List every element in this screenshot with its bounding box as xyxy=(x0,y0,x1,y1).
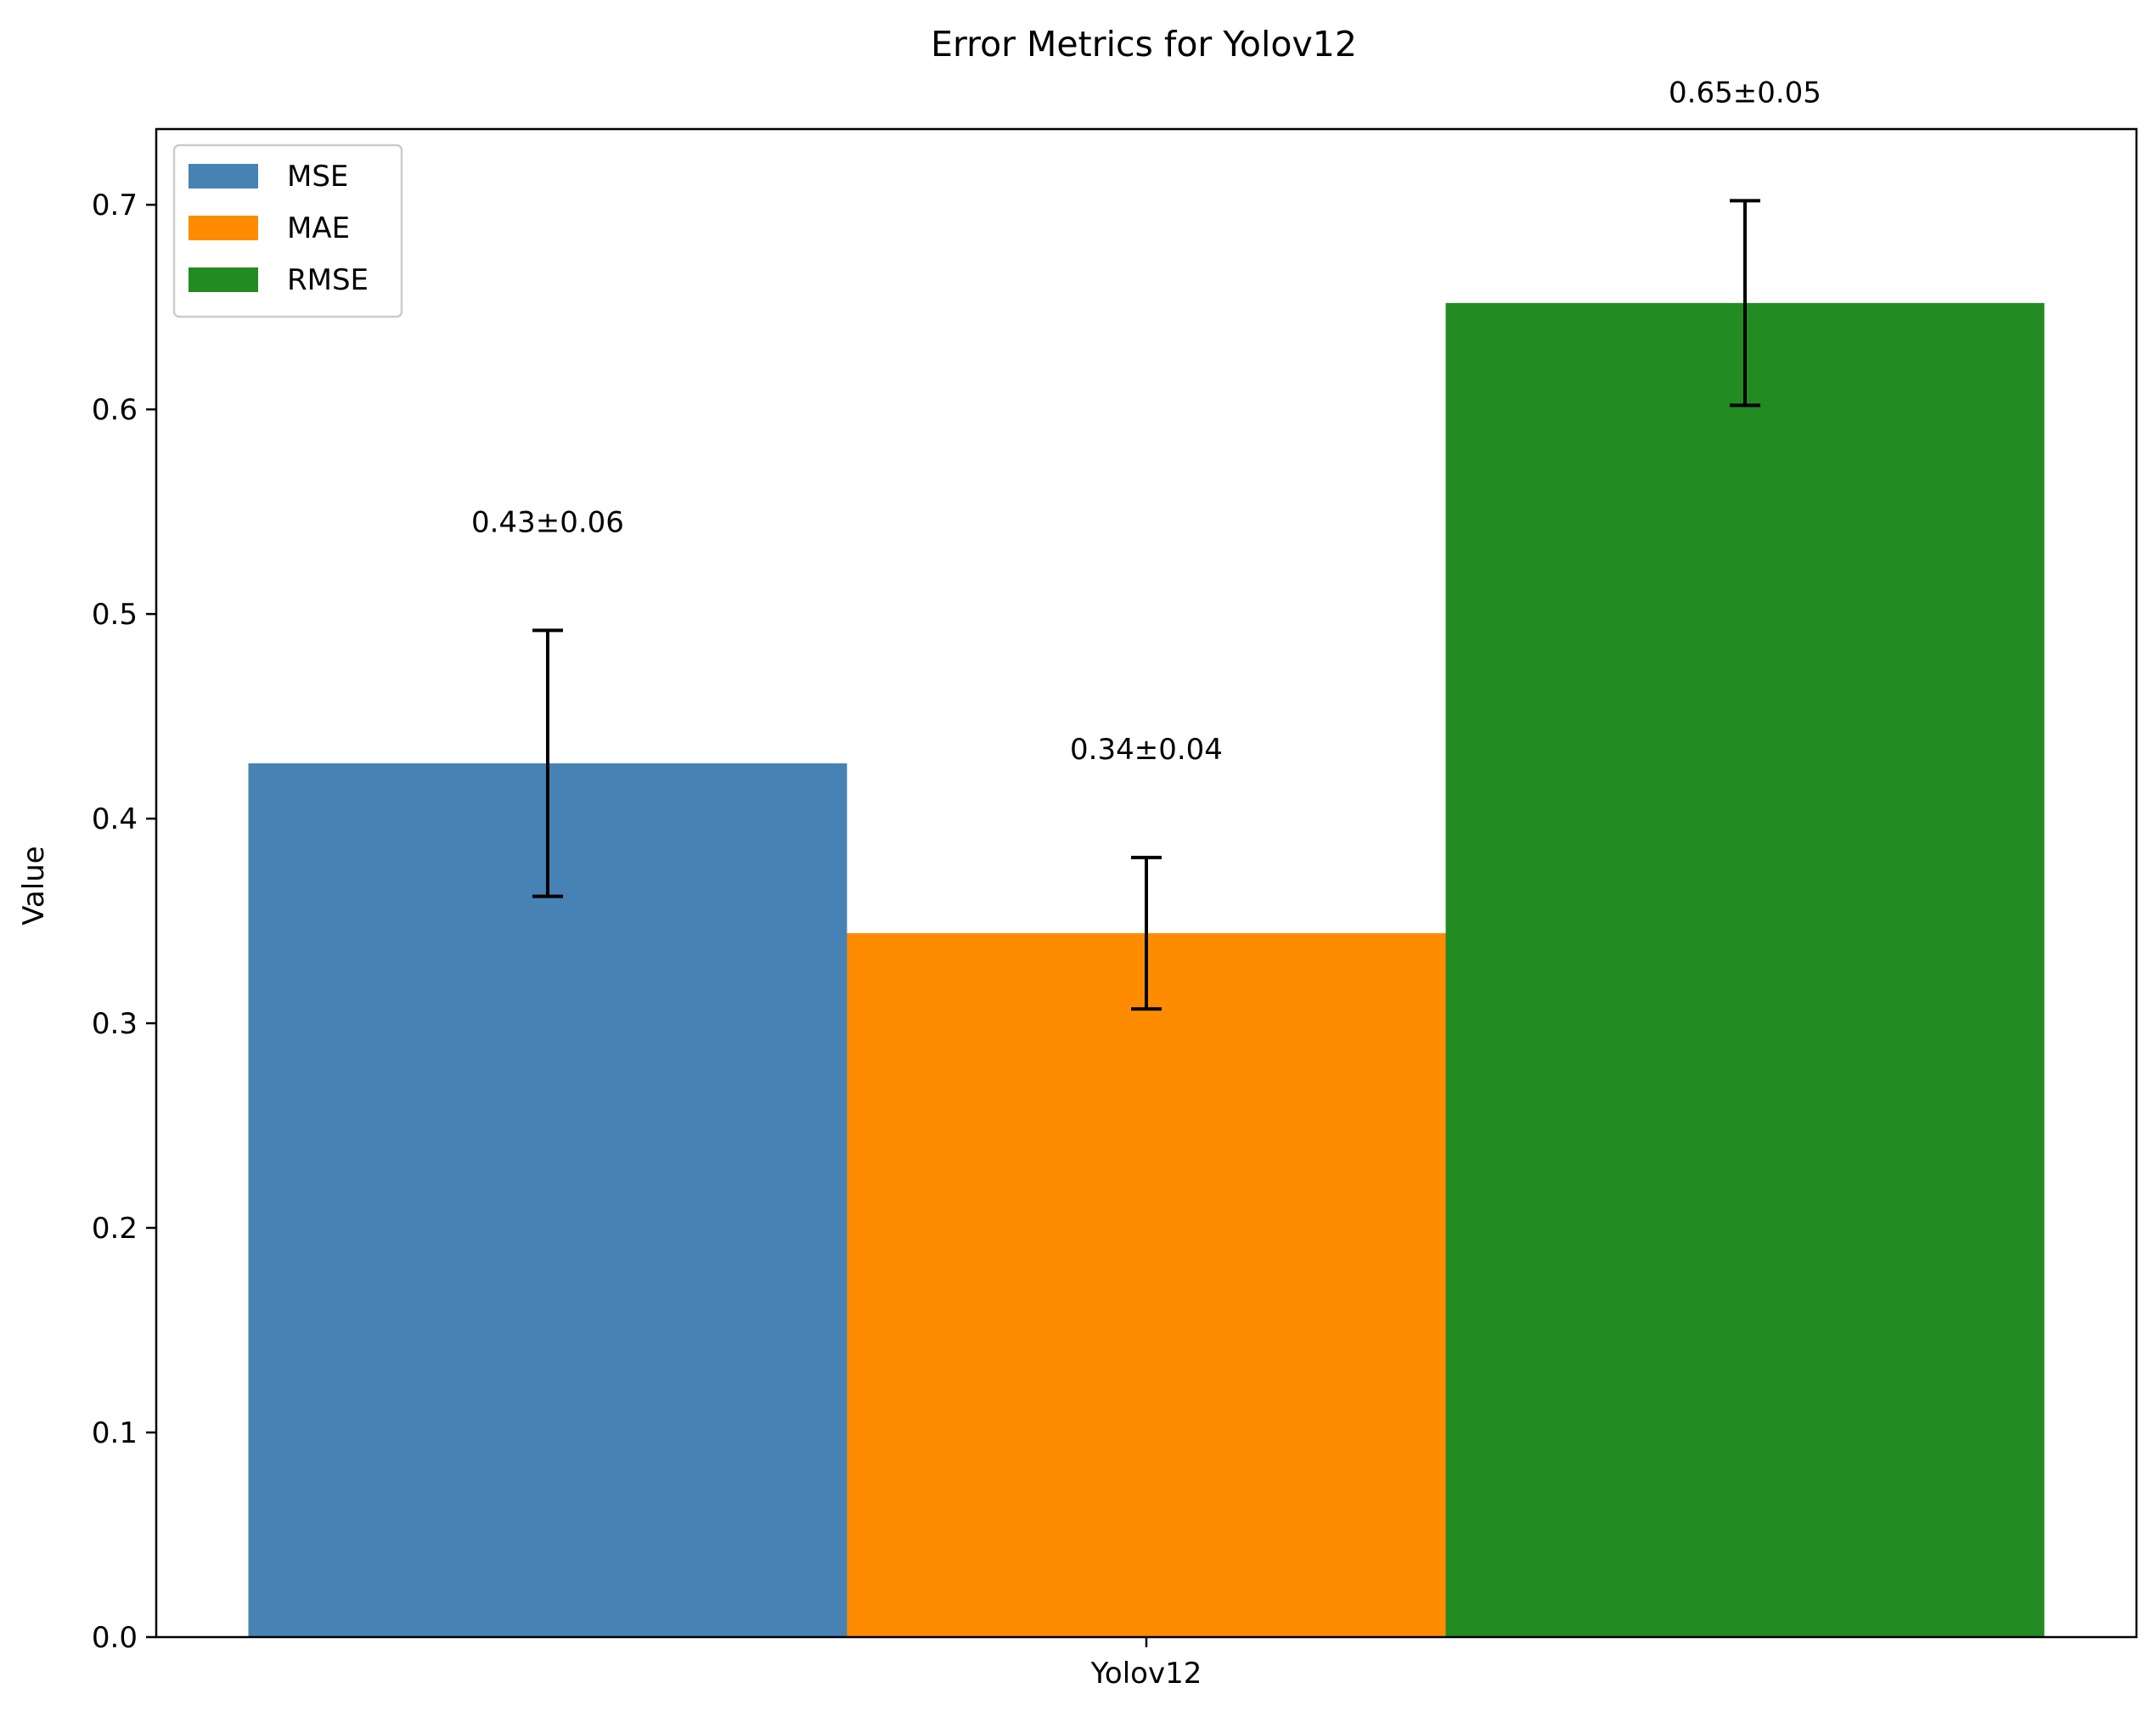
data-label-mae: 0.34±0.04 xyxy=(1070,733,1223,767)
bar-mae xyxy=(847,933,1446,1637)
bars-group xyxy=(248,302,2045,1638)
y-axis-ticks: 0.0 0.1 0.2 0.3 0.4 0.5 0.6 0.7 xyxy=(92,189,156,1655)
y-tick-label: 0.3 xyxy=(92,1007,138,1041)
legend-label-mae: MAE xyxy=(287,211,350,245)
legend: MSE MAE RMSE xyxy=(172,144,403,318)
bar-rmse xyxy=(1445,302,2045,1638)
legend-swatch-mse xyxy=(189,164,258,189)
legend-swatch-mae xyxy=(189,216,258,240)
chart-title: Error Metrics for Yolov12 xyxy=(931,24,1357,65)
data-labels-group: 0.43±0.06 0.34±0.04 0.65±0.05 xyxy=(471,76,1821,767)
legend-label-rmse: RMSE xyxy=(287,263,369,297)
y-tick-label: 0.6 xyxy=(92,393,138,427)
y-tick-label: 0.0 xyxy=(92,1621,138,1655)
legend-swatch-rmse xyxy=(189,267,258,292)
legend-label-mse: MSE xyxy=(287,160,348,194)
y-tick-label: 0.5 xyxy=(92,598,138,632)
data-label-mse: 0.43±0.06 xyxy=(471,505,624,539)
error-bars-group xyxy=(532,199,1760,1011)
bar-mse xyxy=(248,763,847,1637)
y-tick-label: 0.4 xyxy=(92,802,138,836)
y-tick-label: 0.2 xyxy=(92,1212,138,1246)
x-axis-ticks: Yolov12 xyxy=(1090,1637,1202,1691)
x-tick-label: Yolov12 xyxy=(1090,1657,1202,1691)
data-label-rmse: 0.65±0.05 xyxy=(1669,76,1821,110)
y-tick-label: 0.1 xyxy=(92,1416,138,1450)
y-axis-label: Value xyxy=(17,846,51,925)
y-tick-label: 0.7 xyxy=(92,189,138,222)
